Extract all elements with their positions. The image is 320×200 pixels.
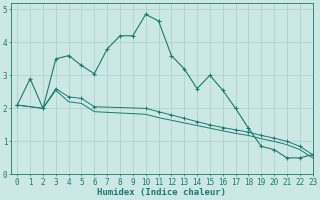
X-axis label: Humidex (Indice chaleur): Humidex (Indice chaleur) — [97, 188, 226, 197]
